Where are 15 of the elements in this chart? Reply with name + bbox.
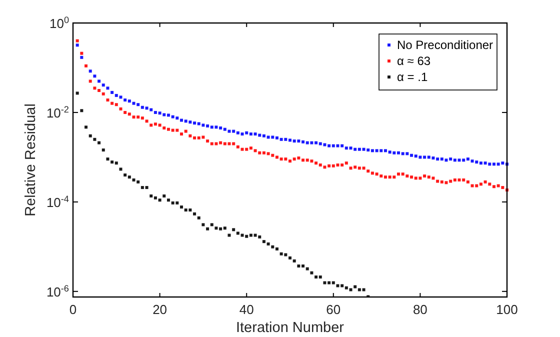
y-tick-label: 10$^{-2}$ xyxy=(46,104,69,120)
x-tick-label: 100 xyxy=(496,302,518,317)
x-tick-label: 20 xyxy=(152,302,168,317)
x-tick-label: 60 xyxy=(326,302,341,317)
y-tick-label: 10$^{0}$ xyxy=(49,15,69,31)
legend-label: α ≈ 63 xyxy=(397,54,431,68)
x-tick-label: 40 xyxy=(239,302,254,317)
legend-label: α = .1 xyxy=(397,70,428,84)
y-tick-label: 10$^{-4}$ xyxy=(46,194,69,210)
y-axis-title: Relative Residual xyxy=(23,104,39,216)
y-tick-label: 10$^{-6}$ xyxy=(46,283,69,300)
x-tick-label: 80 xyxy=(412,302,428,317)
x-tick-label: 0 xyxy=(69,302,77,317)
x-axis-title: Iteration Number xyxy=(236,320,344,336)
legend-label: No Preconditioner xyxy=(397,38,494,52)
